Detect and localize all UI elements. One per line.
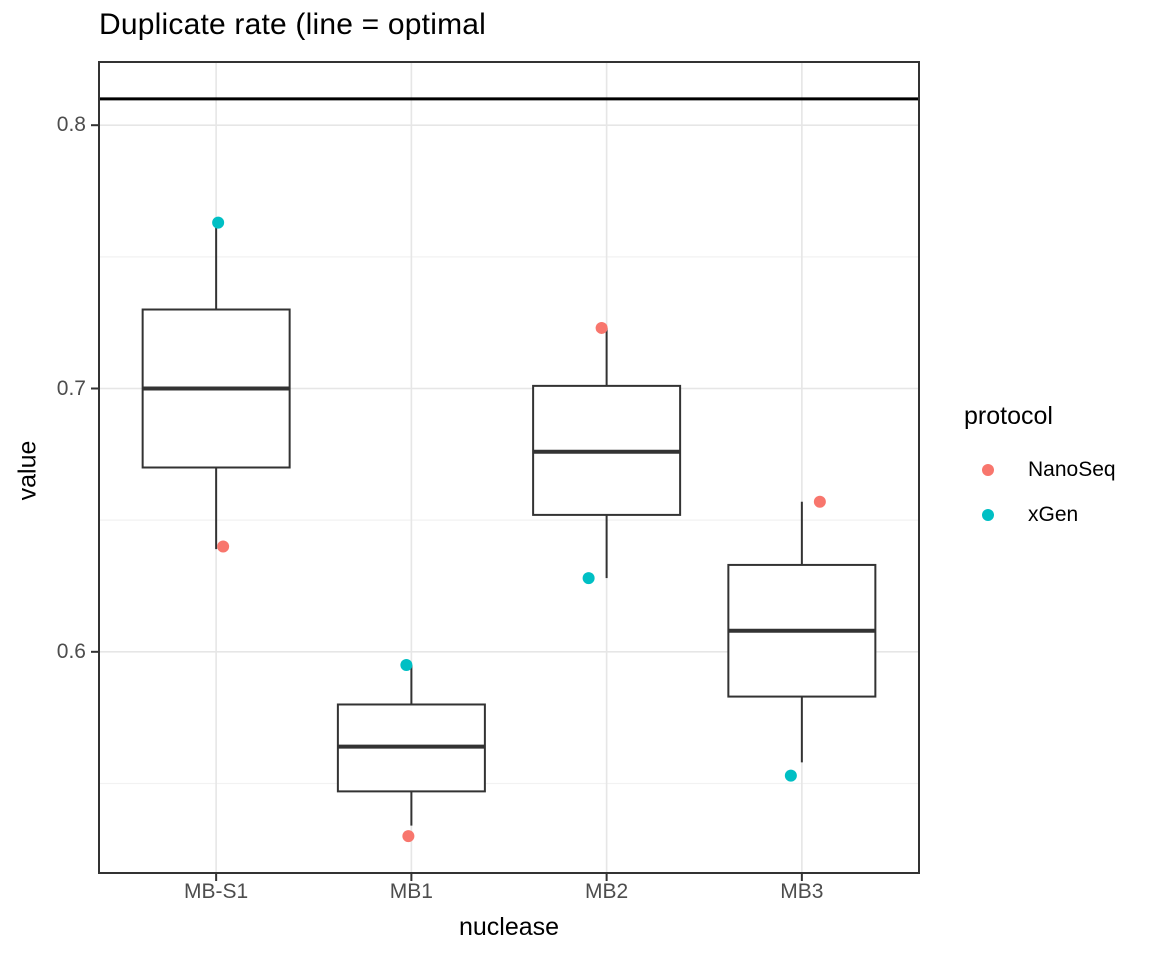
data-point-MB2-xGen <box>582 572 595 585</box>
legend-entries: NanoSeq xGen <box>962 447 1152 537</box>
data-point-MB1-NanoSeq <box>402 830 415 843</box>
x-tick-label: MB3 <box>780 880 824 903</box>
legend-title: protocol <box>964 402 1053 430</box>
data-point-MB1-xGen <box>400 658 413 671</box>
data-point-MB-S1-xGen <box>212 216 225 229</box>
y-tick-label: 0.6 <box>56 639 86 663</box>
y-tick-label: 0.8 <box>56 113 86 137</box>
x-tick-label: MB2 <box>585 880 629 903</box>
x-tick-label: MB-S1 <box>184 880 249 903</box>
y-axis-title: value <box>13 440 42 501</box>
x-tick-label: MB1 <box>389 880 433 903</box>
y-tick-label: 0.7 <box>56 376 86 400</box>
legend-entry-label: xGen <box>1028 502 1079 526</box>
chart-title: Duplicate rate (line = optimal <box>99 8 487 41</box>
panel-border <box>98 61 920 874</box>
legend-entry-xGen: xGen <box>962 492 1152 537</box>
legend-entry-label: NanoSeq <box>1028 457 1116 481</box>
legend: protocol NanoSeq xGen <box>962 402 1152 537</box>
data-point-MB-S1-NanoSeq <box>217 540 230 553</box>
x-axis-title: nuclease <box>458 913 560 941</box>
legend-dot-icon <box>982 463 994 476</box>
data-point-MB2-NanoSeq <box>595 321 608 334</box>
legend-dot-icon <box>982 508 994 521</box>
data-point-MB3-NanoSeq <box>813 495 826 508</box>
data-point-MB3-xGen <box>784 769 797 782</box>
legend-entry-NanoSeq: NanoSeq <box>962 447 1152 492</box>
